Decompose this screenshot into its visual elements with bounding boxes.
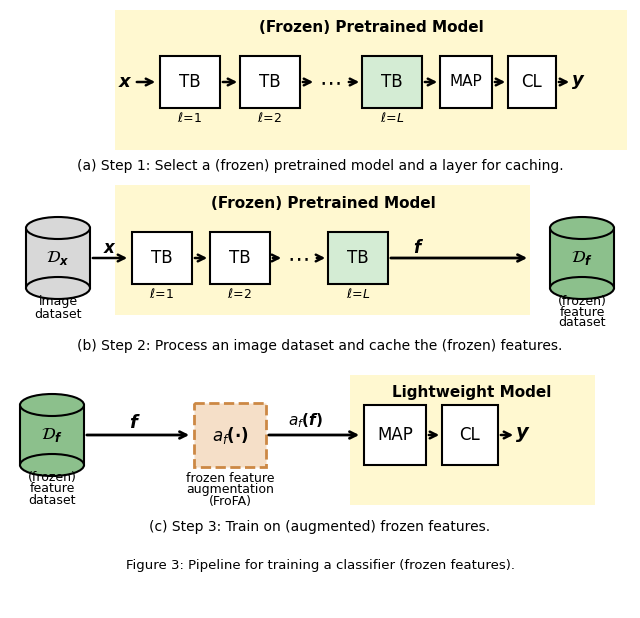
Text: (frozen): (frozen) <box>28 472 76 485</box>
Text: Lightweight Model: Lightweight Model <box>392 386 552 400</box>
FancyBboxPatch shape <box>115 185 530 315</box>
Text: dataset: dataset <box>35 308 82 321</box>
Text: (a) Step 1: Select a (frozen) pretrained model and a layer for caching.: (a) Step 1: Select a (frozen) pretrained… <box>77 159 563 173</box>
FancyBboxPatch shape <box>362 56 422 108</box>
Text: $\boldsymbol{a_f(f)}$: $\boldsymbol{a_f(f)}$ <box>287 412 323 430</box>
Text: CL: CL <box>522 73 542 91</box>
Polygon shape <box>550 228 614 288</box>
Text: feature: feature <box>29 483 75 496</box>
Text: $\boldsymbol{f}$: $\boldsymbol{f}$ <box>129 414 141 432</box>
Text: dataset: dataset <box>28 494 76 507</box>
Ellipse shape <box>20 454 84 476</box>
Text: feature: feature <box>559 305 605 318</box>
Text: $\mathcal{D}_{\boldsymbol{f}}$: $\mathcal{D}_{\boldsymbol{f}}$ <box>571 249 593 267</box>
FancyBboxPatch shape <box>115 10 627 150</box>
FancyBboxPatch shape <box>442 405 498 465</box>
Text: $\ell\!=\!L$: $\ell\!=\!L$ <box>380 111 404 125</box>
Text: TB: TB <box>347 249 369 267</box>
Text: (b) Step 2: Process an image dataset and cache the (frozen) features.: (b) Step 2: Process an image dataset and… <box>77 339 563 353</box>
FancyBboxPatch shape <box>440 56 492 108</box>
FancyBboxPatch shape <box>508 56 556 108</box>
Text: (frozen): (frozen) <box>557 295 607 308</box>
Ellipse shape <box>26 217 90 239</box>
Text: $\cdots$: $\cdots$ <box>287 248 309 268</box>
Text: augmentation: augmentation <box>186 483 274 496</box>
Text: (Frozen) Pretrained Model: (Frozen) Pretrained Model <box>259 20 483 35</box>
Ellipse shape <box>550 277 614 299</box>
Text: (Frozen) Pretrained Model: (Frozen) Pretrained Model <box>211 195 435 211</box>
Text: $\ell\!=\!L$: $\ell\!=\!L$ <box>346 287 371 301</box>
Text: $\ell\!=\!2$: $\ell\!=\!2$ <box>257 111 283 125</box>
Text: dataset: dataset <box>558 316 605 329</box>
Text: $\boldsymbol{a_f(\cdot)}$: $\boldsymbol{a_f(\cdot)}$ <box>212 425 248 446</box>
Text: MAP: MAP <box>377 426 413 444</box>
FancyBboxPatch shape <box>350 375 595 505</box>
Text: TB: TB <box>179 73 201 91</box>
Text: $\boldsymbol{f}$: $\boldsymbol{f}$ <box>413 239 424 257</box>
FancyBboxPatch shape <box>240 56 300 108</box>
FancyBboxPatch shape <box>328 232 388 284</box>
Text: $\ell\!=\!2$: $\ell\!=\!2$ <box>227 287 253 301</box>
Text: $\cdots$: $\cdots$ <box>319 72 341 92</box>
FancyBboxPatch shape <box>364 405 426 465</box>
FancyBboxPatch shape <box>132 232 192 284</box>
Polygon shape <box>20 405 84 465</box>
Text: TB: TB <box>259 73 281 91</box>
Text: $\boldsymbol{y}$: $\boldsymbol{y}$ <box>515 426 531 444</box>
Ellipse shape <box>550 217 614 239</box>
Text: Figure 3: Pipeline for training a classifier (frozen features).: Figure 3: Pipeline for training a classi… <box>125 559 515 572</box>
FancyBboxPatch shape <box>160 56 220 108</box>
FancyBboxPatch shape <box>194 403 266 467</box>
Text: $\ell\!=\!1$: $\ell\!=\!1$ <box>177 111 203 125</box>
Text: TB: TB <box>381 73 403 91</box>
Text: $\boldsymbol{x}$: $\boldsymbol{x}$ <box>118 73 132 91</box>
Text: $\mathcal{D}_{\boldsymbol{x}}$: $\mathcal{D}_{\boldsymbol{x}}$ <box>46 249 70 267</box>
Text: $\ell\!=\!1$: $\ell\!=\!1$ <box>149 287 175 301</box>
Text: frozen feature: frozen feature <box>186 473 275 486</box>
Text: $\boldsymbol{y}$: $\boldsymbol{y}$ <box>571 73 585 91</box>
Text: (FroFA): (FroFA) <box>209 494 252 507</box>
FancyBboxPatch shape <box>210 232 270 284</box>
Text: MAP: MAP <box>450 75 483 90</box>
Text: (c) Step 3: Train on (augmented) frozen features.: (c) Step 3: Train on (augmented) frozen … <box>149 520 491 534</box>
Text: $\boldsymbol{x}$: $\boldsymbol{x}$ <box>103 239 117 257</box>
Ellipse shape <box>20 394 84 416</box>
Polygon shape <box>26 228 90 288</box>
Ellipse shape <box>26 277 90 299</box>
Text: TB: TB <box>151 249 173 267</box>
Text: $\mathcal{D}_{\boldsymbol{f}}$: $\mathcal{D}_{\boldsymbol{f}}$ <box>41 426 63 444</box>
Text: image: image <box>38 295 77 308</box>
Text: TB: TB <box>229 249 251 267</box>
Text: CL: CL <box>460 426 481 444</box>
